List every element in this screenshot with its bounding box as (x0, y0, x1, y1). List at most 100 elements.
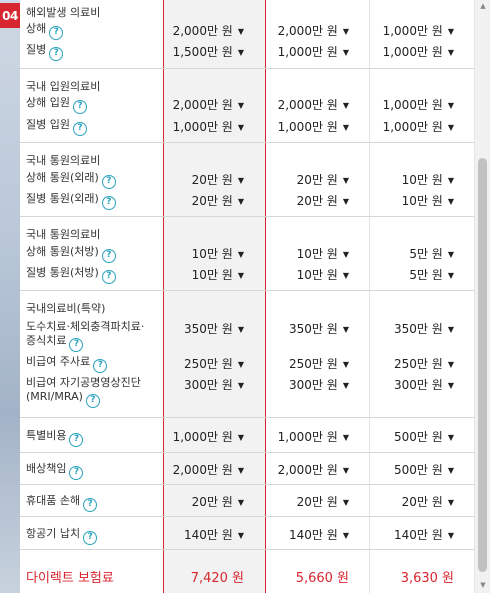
coverage-row-plan-2-select[interactable]: 2,000만 원 ▼ (278, 461, 349, 478)
dropdown-arrow-icon[interactable]: ▼ (237, 271, 244, 280)
coverage-row-plan-1-select[interactable]: 140만 원 ▼ (184, 526, 244, 543)
dropdown-arrow-icon[interactable]: ▼ (237, 176, 244, 185)
dropdown-arrow-icon[interactable]: ▼ (342, 197, 349, 206)
dropdown-arrow-icon[interactable]: ▼ (447, 360, 454, 369)
dropdown-arrow-icon[interactable]: ▼ (447, 101, 454, 110)
coverage-item-plan-1-select[interactable]: 10만 원 ▼ (192, 266, 244, 283)
dropdown-arrow-icon[interactable]: ▼ (447, 27, 454, 36)
coverage-item-plan-3-select[interactable]: 5만 원 ▼ (409, 266, 454, 283)
dropdown-arrow-icon[interactable]: ▼ (237, 466, 244, 475)
dropdown-arrow-icon[interactable]: ▼ (237, 197, 244, 206)
dropdown-arrow-icon[interactable]: ▼ (447, 531, 454, 540)
coverage-row-plan-1-select[interactable]: 20만 원 ▼ (192, 493, 244, 510)
help-icon[interactable]: ? (83, 498, 98, 512)
dropdown-arrow-icon[interactable]: ▼ (237, 531, 244, 540)
help-icon[interactable]: ? (101, 196, 116, 210)
dropdown-arrow-icon[interactable]: ▼ (237, 101, 244, 110)
coverage-item-plan-3-select[interactable]: 1,000만 원 ▼ (383, 96, 454, 113)
dropdown-arrow-icon[interactable]: ▼ (237, 498, 244, 507)
dropdown-arrow-icon[interactable]: ▼ (447, 433, 454, 442)
coverage-item-plan-1-select[interactable]: 1,500만 원 ▼ (173, 43, 244, 60)
dropdown-arrow-icon[interactable]: ▼ (447, 498, 454, 507)
coverage-item-plan-2-select[interactable]: 1,000만 원 ▼ (278, 43, 349, 60)
help-icon[interactable]: ? (69, 338, 84, 352)
coverage-item-plan-2-select[interactable]: 350만 원 ▼ (289, 320, 349, 337)
coverage-item-plan-2-select[interactable]: 1,000만 원 ▼ (278, 118, 349, 135)
dropdown-arrow-icon[interactable]: ▼ (342, 433, 349, 442)
dropdown-arrow-icon[interactable]: ▼ (342, 101, 349, 110)
dropdown-arrow-icon[interactable]: ▼ (342, 498, 349, 507)
scroll-up-arrow-icon[interactable]: ▲ (480, 2, 486, 10)
dropdown-arrow-icon[interactable]: ▼ (342, 360, 349, 369)
coverage-item-plan-2-select[interactable]: 2,000만 원 ▼ (278, 96, 349, 113)
dropdown-arrow-icon[interactable]: ▼ (342, 48, 349, 57)
coverage-row-plan-2-select[interactable]: 1,000만 원 ▼ (278, 428, 349, 445)
dropdown-arrow-icon[interactable]: ▼ (237, 48, 244, 57)
coverage-row-plan-2-select[interactable]: 20만 원 ▼ (297, 493, 349, 510)
dropdown-arrow-icon[interactable]: ▼ (447, 250, 454, 259)
dropdown-arrow-icon[interactable]: ▼ (447, 466, 454, 475)
help-icon[interactable]: ? (101, 175, 116, 189)
coverage-row-plan-3-select[interactable]: 500만 원 ▼ (394, 461, 454, 478)
coverage-item-plan-3-select[interactable]: 250만 원 ▼ (394, 355, 454, 372)
dropdown-arrow-icon[interactable]: ▼ (447, 197, 454, 206)
coverage-item-plan-2-select[interactable]: 10만 원 ▼ (297, 266, 349, 283)
dropdown-arrow-icon[interactable]: ▼ (447, 48, 454, 57)
coverage-item-plan-2-select[interactable]: 20만 원 ▼ (297, 192, 349, 209)
help-icon[interactable]: ? (101, 270, 116, 284)
dropdown-arrow-icon[interactable]: ▼ (237, 250, 244, 259)
coverage-row-plan-2-select[interactable]: 140만 원 ▼ (289, 526, 349, 543)
coverage-item-plan-3-select[interactable]: 300만 원 ▼ (394, 376, 454, 393)
dropdown-arrow-icon[interactable]: ▼ (237, 433, 244, 442)
coverage-item-plan-1-select[interactable]: 250만 원 ▼ (184, 355, 244, 372)
help-icon[interactable]: ? (83, 531, 98, 545)
scrollbar-thumb[interactable] (478, 158, 487, 572)
dropdown-arrow-icon[interactable]: ▼ (342, 381, 349, 390)
help-icon[interactable]: ? (69, 433, 84, 447)
help-icon[interactable]: ? (49, 26, 64, 40)
dropdown-arrow-icon[interactable]: ▼ (342, 123, 349, 132)
coverage-item-plan-1-select[interactable]: 2,000만 원 ▼ (173, 22, 244, 39)
coverage-item-plan-1-select[interactable]: 2,000만 원 ▼ (173, 96, 244, 113)
dropdown-arrow-icon[interactable]: ▼ (342, 531, 349, 540)
coverage-item-plan-2-select[interactable]: 10만 원 ▼ (297, 245, 349, 262)
coverage-item-plan-1-select[interactable]: 20만 원 ▼ (192, 171, 244, 188)
coverage-item-plan-3-select[interactable]: 1,000만 원 ▼ (383, 118, 454, 135)
help-icon[interactable]: ? (72, 100, 87, 114)
help-icon[interactable]: ? (69, 466, 84, 480)
coverage-item-plan-2-select[interactable]: 250만 원 ▼ (289, 355, 349, 372)
dropdown-arrow-icon[interactable]: ▼ (342, 176, 349, 185)
coverage-item-plan-3-select[interactable]: 350만 원 ▼ (394, 320, 454, 337)
help-icon[interactable]: ? (85, 394, 100, 408)
dropdown-arrow-icon[interactable]: ▼ (447, 325, 454, 334)
coverage-item-plan-3-select[interactable]: 5만 원 ▼ (409, 245, 454, 262)
dropdown-arrow-icon[interactable]: ▼ (342, 325, 349, 334)
dropdown-arrow-icon[interactable]: ▼ (237, 123, 244, 132)
coverage-item-plan-3-select[interactable]: 1,000만 원 ▼ (383, 22, 454, 39)
dropdown-arrow-icon[interactable]: ▼ (342, 466, 349, 475)
coverage-item-plan-2-select[interactable]: 2,000만 원 ▼ (278, 22, 349, 39)
coverage-item-plan-3-select[interactable]: 10만 원 ▼ (402, 171, 454, 188)
coverage-row-plan-1-select[interactable]: 2,000만 원 ▼ (173, 461, 244, 478)
coverage-item-plan-2-select[interactable]: 300만 원 ▼ (289, 376, 349, 393)
help-icon[interactable]: ? (49, 47, 64, 61)
coverage-row-plan-1-select[interactable]: 1,000만 원 ▼ (173, 428, 244, 445)
dropdown-arrow-icon[interactable]: ▼ (237, 360, 244, 369)
help-icon[interactable]: ? (72, 122, 87, 136)
coverage-row-plan-3-select[interactable]: 140만 원 ▼ (394, 526, 454, 543)
coverage-item-plan-3-select[interactable]: 10만 원 ▼ (402, 192, 454, 209)
dropdown-arrow-icon[interactable]: ▼ (342, 27, 349, 36)
dropdown-arrow-icon[interactable]: ▼ (447, 123, 454, 132)
dropdown-arrow-icon[interactable]: ▼ (447, 176, 454, 185)
coverage-row-plan-3-select[interactable]: 500만 원 ▼ (394, 428, 454, 445)
coverage-item-plan-2-select[interactable]: 20만 원 ▼ (297, 171, 349, 188)
coverage-item-plan-1-select[interactable]: 20만 원 ▼ (192, 192, 244, 209)
dropdown-arrow-icon[interactable]: ▼ (237, 325, 244, 334)
coverage-item-plan-3-select[interactable]: 1,000만 원 ▼ (383, 43, 454, 60)
dropdown-arrow-icon[interactable]: ▼ (237, 27, 244, 36)
dropdown-arrow-icon[interactable]: ▼ (342, 271, 349, 280)
vertical-scrollbar[interactable]: ▲ ▼ (474, 0, 490, 593)
coverage-item-plan-1-select[interactable]: 1,000만 원 ▼ (173, 118, 244, 135)
scroll-down-arrow-icon[interactable]: ▼ (480, 581, 486, 589)
help-icon[interactable]: ? (101, 249, 116, 263)
